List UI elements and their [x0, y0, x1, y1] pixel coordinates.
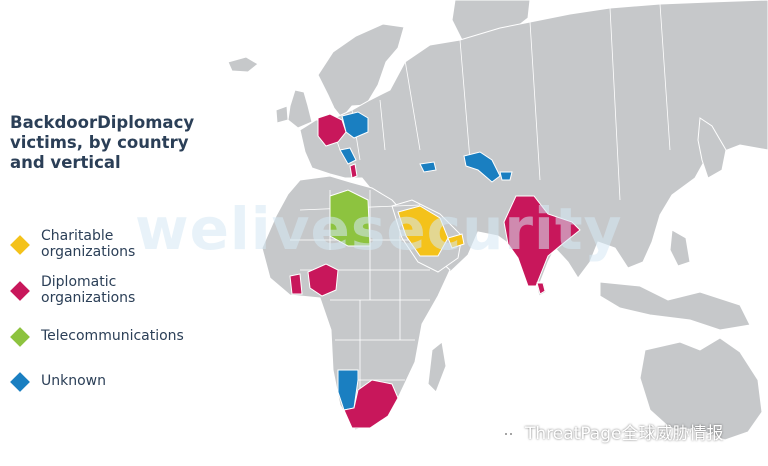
- australia: [639, 337, 763, 441]
- legend-label: Diplomatic organizations: [41, 274, 135, 306]
- legend-label: Unknown: [41, 373, 106, 389]
- legend-item-telecommunications: Telecommunications: [10, 327, 184, 347]
- diamond-icon: [10, 327, 30, 347]
- title-line-2: victims, by country: [10, 133, 189, 152]
- legend-label-line: Charitable: [41, 228, 114, 244]
- legend-label-line: organizations: [41, 290, 136, 306]
- country-telecom-libya: [329, 189, 371, 247]
- se-asia-islands: [599, 281, 751, 331]
- country-unknown-georgia: [419, 161, 437, 173]
- legend-item-unknown: Unknown: [10, 372, 106, 392]
- iceland: [227, 56, 259, 73]
- madagascar: [427, 341, 447, 393]
- country-charitable-uae: [447, 233, 465, 249]
- legend-item-diplomatic: Diplomatic organizations: [10, 274, 135, 306]
- country-unknown-balkans: [339, 147, 357, 165]
- country-diplomatic-nigeria: [307, 263, 339, 297]
- highlighted-countries: [289, 111, 581, 429]
- legend-label: Telecommunications: [41, 328, 184, 344]
- title-line-3: and vertical: [10, 153, 121, 172]
- country-charitable-saudi-arabia: [397, 205, 449, 257]
- legend-label: Charitable organizations: [41, 228, 135, 260]
- wechat-icon: [490, 420, 516, 441]
- diamond-icon: [10, 235, 30, 255]
- legend-label-line: Diplomatic: [41, 274, 117, 290]
- legend-label-line: Telecommunications: [41, 328, 184, 344]
- country-unknown-uzbekistan: [463, 151, 501, 183]
- country-diplomatic-sri-lanka: [536, 282, 546, 295]
- country-diplomatic-south-africa: [343, 379, 399, 429]
- japan: [697, 117, 727, 179]
- watermark: welivesecurity: [135, 195, 623, 263]
- diamond-icon: [10, 281, 30, 301]
- diamond-icon: [10, 372, 30, 392]
- country-unknown-central-asia: [499, 171, 513, 181]
- credit: ThreatPage全球威胁情报: [489, 419, 723, 444]
- great-britain: [287, 89, 313, 129]
- country-unknown-poland: [341, 111, 369, 139]
- legend-label-line: organizations: [41, 244, 136, 260]
- philippines: [669, 229, 691, 267]
- credit-text: ThreatPage全球威胁情报: [525, 424, 724, 444]
- ireland: [275, 105, 289, 124]
- title-line-1: BackdoorDiplomacy: [10, 113, 195, 132]
- legend-label-line: Unknown: [41, 373, 106, 389]
- legend-item-charitable: Charitable organizations: [10, 228, 135, 260]
- country-diplomatic-india: [503, 195, 581, 287]
- country-diplomatic-albania: [349, 163, 358, 179]
- country-diplomatic-ghana: [289, 273, 303, 295]
- country-diplomatic-central-europe: [317, 113, 347, 147]
- map-title: BackdoorDiplomacy victims, by country an…: [10, 113, 210, 173]
